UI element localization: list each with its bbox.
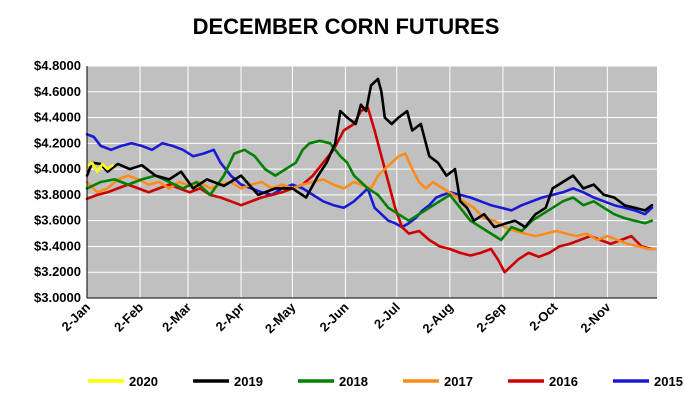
x-tick-label: 2-Feb [111,299,146,334]
x-tick-label: 2-Nov [577,299,614,336]
plot-area [87,66,657,298]
y-tick-label: $3.0000 [34,290,81,305]
y-tick-label: $3.2000 [34,264,81,279]
x-tick-label: 2-May [262,299,299,336]
legend-label-2020: 2020 [129,374,158,389]
x-tick-label: 2-Sep [473,299,509,335]
y-tick-label: $3.6000 [34,213,81,228]
y-tick-label: $4.4000 [34,110,81,125]
chart-title: DECEMBER CORN FUTURES [193,14,500,39]
legend-label-2019: 2019 [234,374,263,389]
y-tick-label: $4.6000 [34,84,81,99]
x-tick-label: 2-Mar [159,300,194,335]
x-tick-label: 2-Aug [419,299,456,336]
x-tick-label: 2-Jul [371,300,403,332]
y-tick-label: $4.2000 [34,135,81,150]
x-tick-label: 2-Oct [526,299,561,334]
series-line-2019 [85,77,654,229]
legend-label-2018: 2018 [339,374,368,389]
x-tick-labels: 2-Jan 2-Feb 2-Mar 2-Apr 2-May 2-Jun 2-Jul 2-Aug… [58,299,614,336]
y-tick-label: $4.8000 [34,58,81,73]
y-tick-label: $4.0000 [34,161,81,176]
y-tick-labels: $3.0000 $3.2000 $3.4000 $3.6000 $3.8000 $4.00… [34,58,81,305]
series-lines [85,77,657,274]
legend-label-2015: 2015 [654,374,683,389]
legend: 2020 2019 2018 2017 2016 2015 [88,374,683,389]
y-tick-label: $3.8000 [34,187,81,202]
x-tick-label: 2-Jun [316,299,351,334]
axes [86,66,657,299]
x-tick-label: 2-Apr [213,300,248,335]
series-line-2018 [85,139,654,242]
legend-label-2016: 2016 [549,374,578,389]
legend-label-2017: 2017 [444,374,473,389]
series-line-2020 [85,161,114,173]
y-tick-label: $3.4000 [34,238,81,253]
series-line-2016 [85,105,654,274]
